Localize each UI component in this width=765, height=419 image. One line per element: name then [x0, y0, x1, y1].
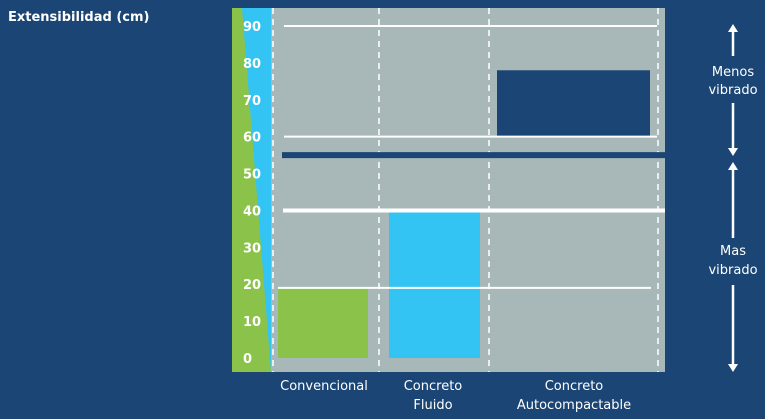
y-tick-label: 0 [243, 352, 252, 367]
y-tick-label: 30 [243, 241, 261, 256]
annotation-arrowhead [728, 364, 738, 372]
x-category-label: Concreto [404, 379, 463, 394]
x-category-label: Fluido [413, 398, 452, 413]
annotation-arrowhead [728, 148, 738, 156]
y-axis-strip-green [232, 8, 271, 372]
annotation-arrowhead [728, 24, 738, 32]
y-tick-label: 90 [243, 20, 261, 35]
y-tick-label: 10 [243, 315, 261, 330]
y-tick-label: 50 [243, 168, 261, 183]
chart-title: Extensibilidad (cm) [8, 10, 150, 25]
annotation-label: Mas [720, 244, 746, 259]
annotation-arrowhead [728, 162, 738, 170]
x-category-label: Concreto [545, 379, 604, 394]
y-tick-label: 80 [243, 57, 261, 72]
y-tick-label: 40 [243, 204, 261, 219]
annotation-label: vibrado [708, 83, 757, 98]
x-category-label: Convencional [280, 379, 368, 394]
bar [497, 70, 650, 137]
y-tick-label: 60 [243, 131, 261, 146]
x-category-label: Autocompactable [517, 398, 631, 413]
bar [389, 210, 480, 358]
annotation-label: Menos [712, 65, 754, 80]
y-tick-label: 70 [243, 94, 261, 109]
bar [278, 287, 368, 358]
y-tick-label: 20 [243, 278, 261, 293]
annotation-label: vibrado [708, 263, 757, 278]
